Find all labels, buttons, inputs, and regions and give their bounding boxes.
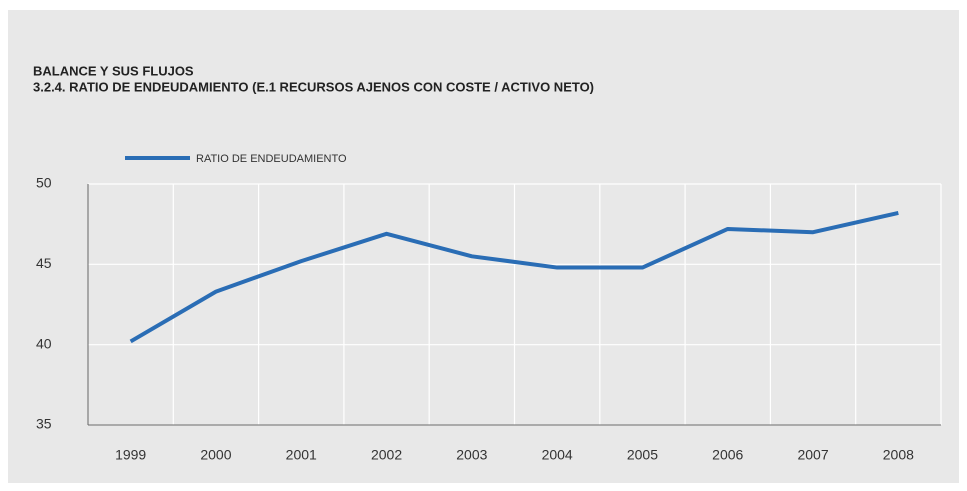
x-tick-label: 1999 bbox=[115, 447, 146, 463]
chart-background bbox=[8, 10, 959, 483]
chart-title: BALANCE Y SUS FLUJOS bbox=[33, 63, 194, 78]
y-tick-label: 45 bbox=[36, 255, 52, 271]
y-tick-label: 35 bbox=[36, 416, 52, 432]
x-tick-label: 2003 bbox=[456, 447, 487, 463]
x-tick-label: 2001 bbox=[286, 447, 317, 463]
x-tick-label: 2006 bbox=[712, 447, 743, 463]
chart-subtitle: 3.2.4. RATIO DE ENDEUDAMIENTO (E.1 RECUR… bbox=[33, 79, 594, 94]
x-tick-label: 2002 bbox=[371, 447, 402, 463]
x-tick-label: 2004 bbox=[542, 447, 573, 463]
y-tick-label: 40 bbox=[36, 335, 52, 351]
legend-label: RATIO DE ENDEUDAMIENTO bbox=[196, 153, 347, 165]
line-series bbox=[129, 210, 899, 344]
y-tick-label: 50 bbox=[36, 175, 52, 191]
x-tick-label: 2007 bbox=[797, 447, 828, 463]
x-tick-label: 2008 bbox=[883, 447, 914, 463]
x-tick-label: 2000 bbox=[200, 447, 231, 463]
x-tick-label: 2005 bbox=[627, 447, 658, 463]
